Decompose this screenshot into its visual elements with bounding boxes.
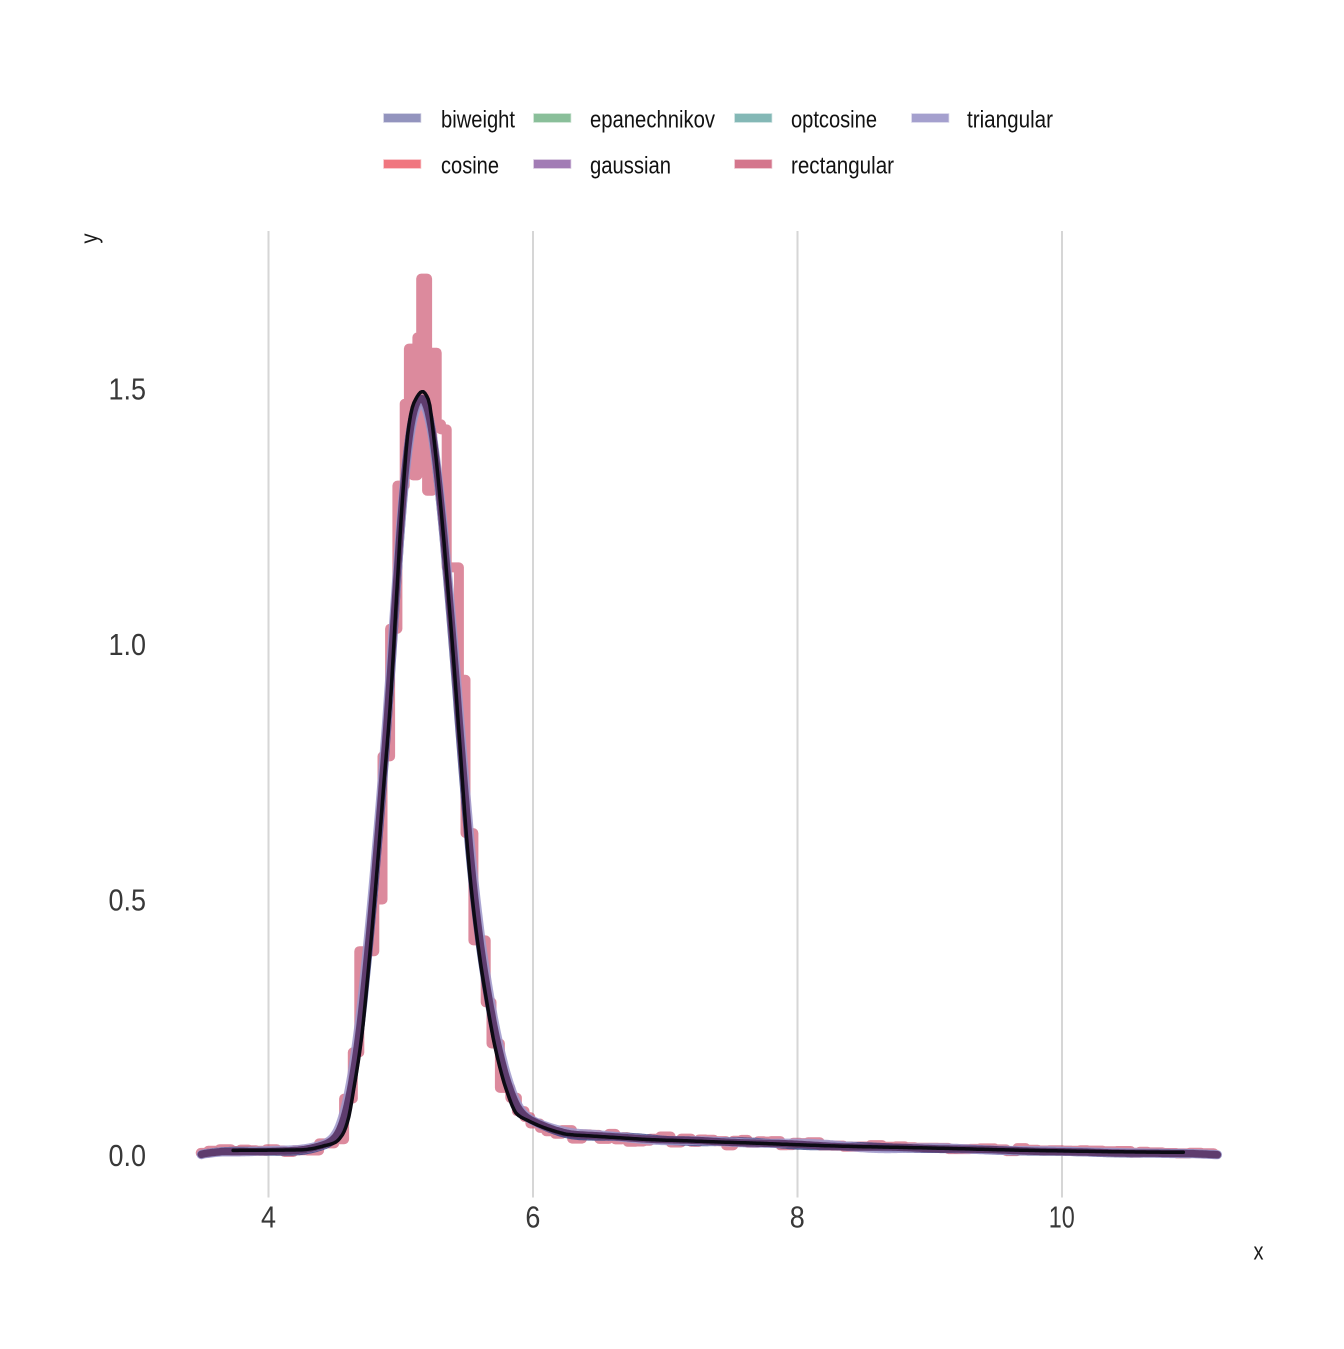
svg-text:cosine: cosine <box>441 153 499 180</box>
svg-text:10: 10 <box>1049 1200 1075 1235</box>
svg-text:0.5: 0.5 <box>109 882 147 917</box>
svg-text:rectangular: rectangular <box>791 153 894 180</box>
svg-text:optcosine: optcosine <box>791 107 877 134</box>
svg-text:triangular: triangular <box>967 107 1053 134</box>
svg-text:1.5: 1.5 <box>109 371 147 406</box>
svg-text:x: x <box>1254 1239 1264 1266</box>
svg-text:4: 4 <box>261 1200 276 1235</box>
svg-text:gaussian: gaussian <box>590 153 671 180</box>
svg-text:1.0: 1.0 <box>109 627 147 662</box>
svg-text:epanechnikov: epanechnikov <box>590 107 715 134</box>
svg-text:8: 8 <box>790 1200 805 1235</box>
svg-text:6: 6 <box>525 1200 540 1235</box>
svg-text:y: y <box>77 234 104 244</box>
svg-text:biweight: biweight <box>441 107 515 134</box>
svg-text:0.0: 0.0 <box>109 1138 147 1173</box>
